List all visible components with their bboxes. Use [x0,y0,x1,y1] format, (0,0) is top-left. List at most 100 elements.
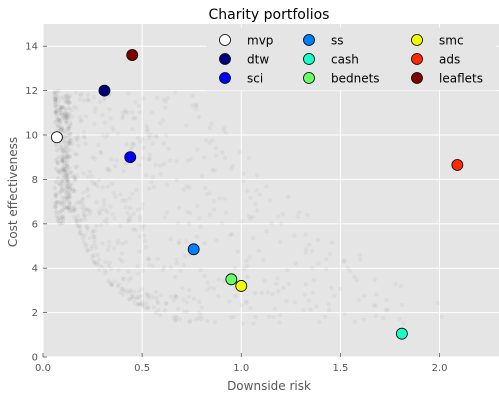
cloud-point [64,150,70,156]
cloud-point [61,94,67,100]
cloud-point [107,280,113,285]
cloud-point [95,184,100,189]
point-bednets [225,273,238,286]
cloud-point [62,150,67,156]
cloud-point [217,196,222,201]
cloud-point [173,90,178,95]
cloud-point [149,110,155,115]
cloud-point [109,282,114,287]
cloud-point [58,169,63,174]
cloud-point [101,198,107,203]
cloud-point [71,188,76,194]
cloud-point [82,233,87,238]
cloud-point [130,141,135,146]
cloud-point [276,288,281,294]
cloud-point [188,157,193,162]
cloud-point [181,262,186,268]
cloud-point [66,177,71,182]
cloud-point [72,176,78,181]
cloud-point [67,183,72,188]
cloud-point [175,306,181,311]
cloud-point [205,318,210,324]
cloud-point [145,126,150,132]
cloud-point [57,201,62,206]
cloud-point [207,191,212,196]
cloud-point [154,95,160,100]
cloud-point [64,115,70,120]
cloud-point [310,265,315,271]
cloud-point [66,141,71,146]
cloud-point [87,235,93,241]
cloud-point [155,299,160,304]
cloud-point [56,116,61,121]
cloud-point [105,184,111,189]
cloud-point [393,281,398,287]
cloud-point [92,241,97,246]
cloud-point [60,159,65,164]
cloud-point [324,266,329,272]
cloud-point [69,114,75,119]
cloud-point [129,294,135,299]
cloud-point [137,249,142,254]
cloud-point [107,168,112,173]
cloud-point [162,215,167,220]
legend-marker-ss [303,34,315,46]
cloud-point [61,114,67,120]
cloud-point [207,140,213,145]
cloud-point [372,277,377,282]
cloud-point [117,257,122,262]
cloud-point [64,164,69,170]
cloud-point [105,247,111,253]
cloud-point [61,168,67,174]
cloud-point [89,231,95,236]
cloud-point [133,115,138,121]
cloud-point [173,294,178,299]
cloud-point [67,204,72,210]
cloud-point [85,248,90,253]
cloud-point [209,121,214,126]
cloud-point [137,234,142,239]
cloud-point [181,297,186,302]
cloud-point [56,117,62,122]
cloud-point [66,139,71,144]
cloud-point [121,168,126,174]
cloud-point [174,177,180,183]
cloud-point [216,294,221,299]
cloud-point [57,215,62,221]
cloud-point [161,141,167,146]
cloud-point [63,98,68,103]
cloud-point [64,177,70,182]
cloud-point [60,195,65,200]
cloud-point [123,161,128,166]
cloud-point [222,155,228,161]
cloud-point [59,185,65,190]
legend-marker-mvp [219,34,231,46]
cloud-point [128,147,133,152]
cloud-point [130,126,135,132]
cloud-point [163,105,168,110]
cloud-point [163,99,169,104]
cloud-point [115,238,121,243]
cloud-point [100,184,106,190]
cloud-point [65,178,70,184]
legend-label-ads: ads [439,53,460,67]
cloud-point [126,91,131,96]
x-tick-label: 0.5 [134,363,150,374]
cloud-point [161,264,167,270]
cloud-point [83,213,88,218]
cloud-point [55,108,60,113]
cloud-point [399,283,404,289]
cloud-point [165,95,170,101]
cloud-point [59,178,64,184]
cloud-point [59,187,65,192]
cloud-point [58,107,63,113]
cloud-point [371,303,376,308]
cloud-point [271,314,276,320]
cloud-point [52,93,57,98]
cloud-point [65,100,71,105]
cloud-point [139,224,145,229]
cloud-point [158,171,164,177]
legend-label-sci: sci [247,72,263,86]
cloud-point [284,298,289,304]
cloud-point [66,192,71,197]
